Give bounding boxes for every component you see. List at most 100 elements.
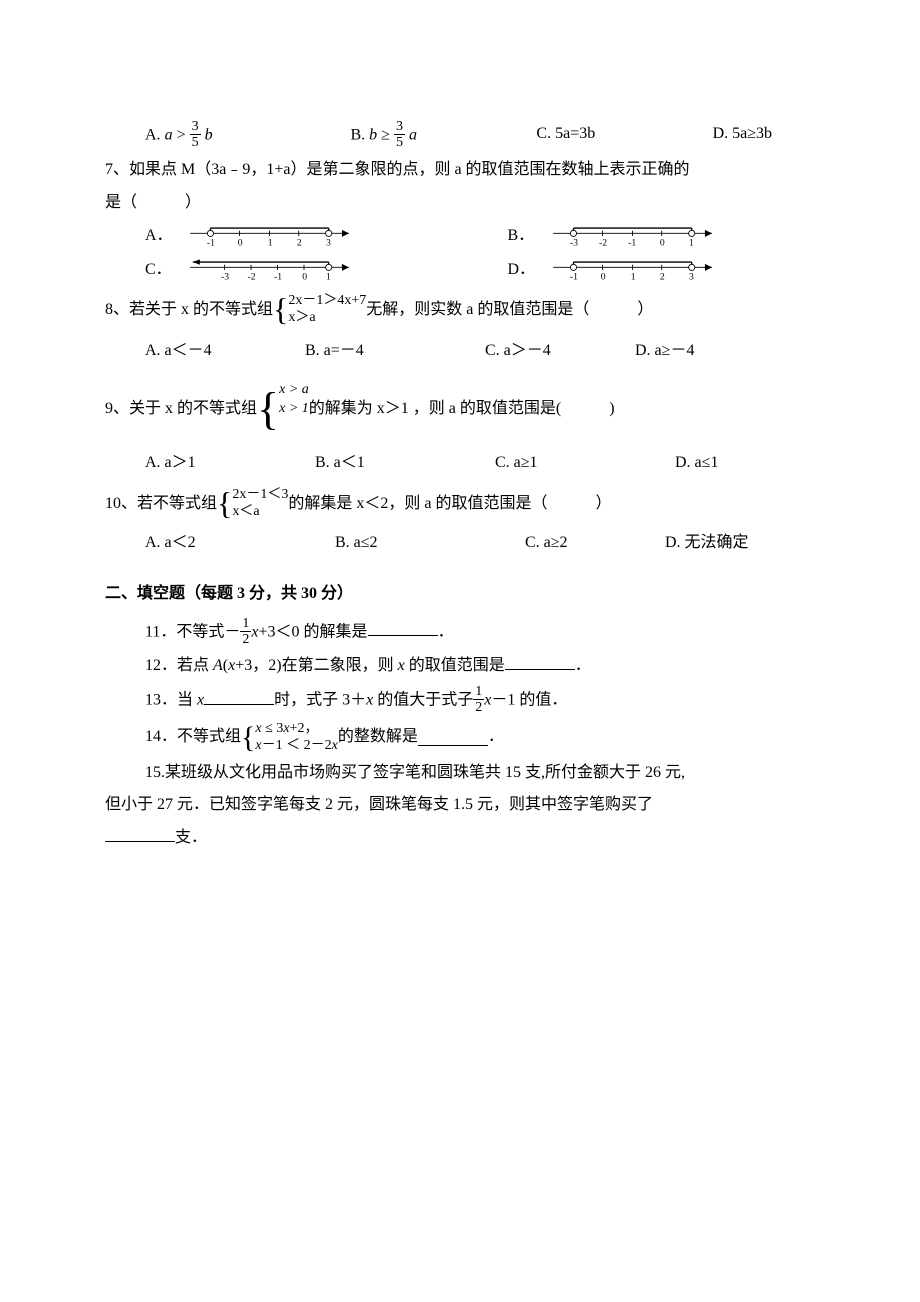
- q15-blank: [105, 825, 175, 842]
- q9: 9、关于 x 的不等式组 { x > a x > 1 的解集为 x＞1 ，则 a…: [105, 380, 830, 439]
- q6-option-c: C. 5a=3b: [536, 120, 712, 152]
- q13-mid3: －1 的值．: [491, 692, 567, 709]
- q7-text2: 是（ ）: [105, 189, 830, 218]
- q12-x2: x: [398, 657, 405, 674]
- q6-option-d: D. 5a≥3b: [713, 120, 830, 152]
- q8-sys1: 2x－1＞4x+7: [288, 293, 366, 310]
- q13-mid2: 的值大于式子: [373, 692, 473, 709]
- q6-options: A. a > 35 b B. b ≥ 35 a C. 5a=3b D. 5a≥3…: [145, 120, 830, 152]
- number-line-c: -3-2-101: [179, 255, 369, 285]
- q6-c-text: 5a=3b: [555, 125, 595, 142]
- q6-b-frac: 35: [394, 120, 405, 152]
- q12-post: ．: [575, 657, 591, 674]
- q7-options: A． -1 0 1 2 3 B．: [105, 221, 830, 289]
- q15-line3: 支．: [105, 824, 830, 853]
- svg-text:2: 2: [297, 238, 302, 249]
- q9-c: C. a≥1: [495, 449, 675, 478]
- q14-pre: 14．不等式组: [145, 723, 241, 752]
- q13-x: x: [197, 692, 204, 709]
- q7-b-label: B．: [468, 222, 542, 251]
- q14-blank: [418, 729, 488, 746]
- q9-d: D. a≤1: [675, 449, 795, 478]
- brace-icon: {: [273, 297, 288, 323]
- svg-text:0: 0: [238, 238, 243, 249]
- q6-a-expr: a: [165, 127, 173, 144]
- q14-sys2: x－1 ＜ 2－2x: [255, 738, 337, 755]
- q12-pre: 12．若点: [145, 657, 213, 674]
- q9-sys1: x > a: [279, 380, 309, 400]
- q10: 10、若不等式组 { 2x－1＜3 x＜a 的解集是 x＜2，则 a 的取值范围…: [105, 487, 830, 521]
- q6-d-label: D.: [713, 125, 729, 142]
- q9-a: A. a＞1: [145, 449, 315, 478]
- q12: 12．若点 A(x+3，2)在第二象限，则 x 的取值范围是．: [105, 652, 830, 681]
- q14: 14．不等式组 { x ≤ 3x+2， x－1 ＜ 2－2x 的整数解是．: [105, 721, 830, 755]
- number-line-d: -10123: [542, 255, 732, 285]
- q12-mid1: +3，2)在第二象限，则: [235, 657, 397, 674]
- brace-icon: {: [217, 491, 232, 517]
- q6-a-frac: 35: [190, 120, 201, 152]
- q10-pre: 10、若不等式组: [105, 490, 217, 519]
- q10-sys2: x＜a: [232, 504, 288, 521]
- q8-sys2: x＞a: [288, 310, 366, 327]
- svg-text:-1: -1: [207, 238, 215, 249]
- svg-text:-3: -3: [569, 238, 577, 249]
- q10-c: C. a≥2: [525, 529, 665, 558]
- svg-text:1: 1: [326, 272, 331, 283]
- svg-text:3: 3: [689, 272, 694, 283]
- q6-option-a: A. a > 35 b: [145, 120, 351, 152]
- q7-opt-c: C． -3-2-101: [105, 255, 468, 285]
- q10-system: { 2x－1＜3 x＜a: [217, 487, 288, 521]
- q12-mid2: 的取值范围是: [405, 657, 505, 674]
- q6-option-b: B. b ≥ 35 a: [351, 120, 537, 152]
- q13-mid1: 时，式子 3＋: [274, 692, 366, 709]
- q12-blank: [505, 653, 575, 670]
- page: A. a > 35 b B. b ≥ 35 a C. 5a=3b D. 5a≥3…: [0, 0, 920, 1057]
- q8-a: A. a＜－4: [145, 337, 305, 366]
- q9-mid: 的解集为 x＞1 ，则 a 的取值范围是( ): [309, 395, 615, 424]
- svg-text:-1: -1: [569, 272, 577, 283]
- q11-frac: 12: [240, 617, 251, 649]
- number-line-a: -1 0 1 2 3: [179, 221, 369, 251]
- q14-post: 的整数解是: [338, 723, 418, 752]
- q8-system: { 2x－1＞4x+7 x＞a: [273, 293, 366, 327]
- q13-pre: 13．当: [145, 692, 197, 709]
- q8-b: B. a=－4: [305, 337, 485, 366]
- svg-text:-2: -2: [599, 238, 607, 249]
- q10-post: 的解集是 x＜2，则 a 的取值范围是（ ）: [288, 490, 611, 519]
- q7-d-label: D．: [468, 256, 542, 285]
- brace-icon: {: [257, 393, 279, 425]
- section2-title: 二、填空题（每题 3 分，共 30 分）: [105, 580, 830, 609]
- q7-text1: 7、如果点 M（3a﹣9，1+a）是第二象限的点，则 a 的取值范围在数轴上表示…: [105, 156, 830, 185]
- number-line-b: -3-2-101: [542, 221, 732, 251]
- q8-options: A. a＜－4 B. a=－4 C. a＞－4 D. a≥－4: [145, 337, 830, 366]
- svg-text:-1: -1: [628, 238, 636, 249]
- svg-text:3: 3: [326, 238, 331, 249]
- q13-blank: [204, 688, 274, 705]
- svg-text:-2: -2: [248, 272, 256, 283]
- q9-sys2: x > 1: [279, 399, 309, 419]
- svg-text:0: 0: [302, 272, 307, 283]
- q8-c: C. a＞－4: [485, 337, 635, 366]
- q11-blank: [368, 619, 438, 636]
- q11: 11．不等式－12x+3＜0 的解集是．: [105, 617, 830, 649]
- brace-icon: {: [241, 726, 255, 750]
- svg-text:-3: -3: [221, 272, 229, 283]
- q13: 13．当 x时，式子 3＋x 的值大于式子12x－1 的值．: [105, 685, 830, 717]
- q7-opt-d: D． -10123: [468, 255, 831, 285]
- svg-text:0: 0: [600, 272, 605, 283]
- q8: 8、若关于 x 的不等式组 { 2x－1＞4x+7 x＞a 无解，则实数 a 的…: [105, 293, 830, 327]
- svg-text:0: 0: [659, 238, 664, 249]
- q6-a-label: A.: [145, 127, 161, 144]
- svg-text:1: 1: [268, 238, 273, 249]
- q10-sys1: 2x－1＜3: [232, 487, 288, 504]
- q15-line1: 15.某班级从文化用品市场购买了签字笔和圆珠笔共 15 支,所付金额大于 26 …: [105, 759, 830, 788]
- q6-b-a: a: [409, 127, 417, 144]
- q6-d-text: 5a≥3b: [732, 125, 772, 142]
- q7-a-label: A．: [105, 222, 179, 251]
- q9-b: B. a＜1: [315, 449, 495, 478]
- q8-post: 无解，则实数 a 的取值范围是（ ）: [366, 296, 653, 325]
- q9-pre: 9、关于 x 的不等式组: [105, 395, 257, 424]
- q7-opt-b: B． -3-2-101: [468, 221, 831, 251]
- q9-options: A. a＞1 B. a＜1 C. a≥1 D. a≤1: [145, 449, 830, 478]
- q15-line2: 但小于 27 元．已知签字笔每支 2 元，圆珠笔每支 1.5 元，则其中签字笔购…: [105, 791, 830, 820]
